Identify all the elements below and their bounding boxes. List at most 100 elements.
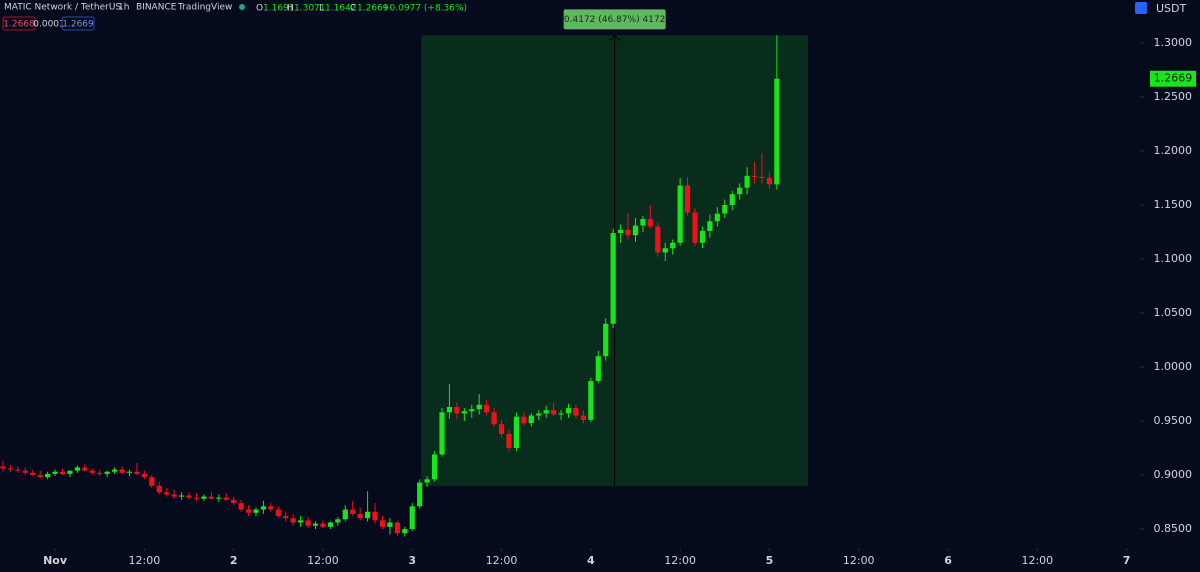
candle-body [625,229,631,236]
candle-body [595,356,601,382]
candle-body [335,519,341,523]
y-tick-label: 1.0000 [1154,360,1193,373]
candle-body [744,175,750,188]
x-tick-label: 12:00 [307,554,339,567]
candle-body [573,408,579,416]
ohlc-key: L [319,4,324,14]
candle-body [528,415,534,424]
x-tick-label: 12:00 [1021,554,1053,567]
change: +0.0977 (+8.36%) [382,4,467,14]
candle-body [97,472,103,474]
candle-body [387,522,393,527]
plot-area: 0.4172 (46.87%) 4172 [0,9,809,537]
symbol: MATIC Network / TetherUS [4,3,121,13]
candle-body [201,496,207,499]
candle-body [268,506,274,510]
candle-body [238,503,244,510]
candle-body [164,492,170,495]
candle-body [632,225,639,236]
y-tick-label: 0.9000 [1154,468,1193,481]
measure-label: 0.4172 (46.87%) 4172 [564,15,665,25]
candle-body [402,528,408,534]
y-tick-label: 1.1500 [1154,198,1193,211]
last-price: 1.2669 [1154,72,1193,85]
x-tick-label: 5 [766,554,774,567]
candle-body [670,242,676,249]
ohlc-key: O [256,4,263,14]
candle-body [409,506,415,529]
candle-body [469,409,475,412]
candle-body [565,408,572,414]
ohlc-value: 1.3071 [294,4,326,14]
x-tick-label: 4 [587,554,595,567]
candle-body [223,497,229,500]
candle-body [684,185,691,213]
ohlc-value: 1.1691 [263,4,295,14]
candle-body [290,518,296,523]
ohlc-key: H [287,4,294,14]
candle-body [141,473,147,478]
spread: 0.0001 [33,20,65,30]
ask-box[interactable] [61,16,95,31]
candle-body [491,412,497,425]
candle-body [751,175,758,177]
candle-body [350,509,356,514]
bid-box[interactable] [2,16,36,31]
candle-body [82,467,88,471]
currency[interactable]: USDT [1156,2,1187,15]
candle-body [484,404,490,413]
candle-body [640,219,646,226]
y-tick-label: 1.1000 [1154,252,1193,265]
y-tick-label: 0.9500 [1154,414,1193,427]
last-price-box [1150,70,1196,87]
candle-body [327,522,333,527]
candle-body [677,185,683,243]
candle-body [260,506,267,510]
interval[interactable]: 1h [118,3,129,13]
candle-body [766,177,773,185]
candle-body [7,468,14,470]
candle-body [647,219,653,227]
candle-body [580,415,586,420]
candle-body [446,406,453,413]
candle-body [431,454,438,480]
candle-body [707,221,713,231]
x-tick-label: 12:00 [486,554,518,567]
candle-body [89,470,95,473]
candle-body [312,523,319,526]
candle-body [662,248,668,253]
candle-body [588,381,594,420]
legend-header: MATIC Network / TetherUS 1h BINANCE Trad… [2,3,467,31]
candle-body [439,412,445,455]
candle-body [394,522,400,534]
candle-body [104,471,110,474]
ohlc-value: 1.2669 [357,4,389,14]
candle-body [275,509,281,517]
candle-body [498,424,505,434]
candle-body [558,413,564,415]
candle-body [305,520,311,526]
candle-body [253,509,259,513]
candle-body [126,471,133,473]
candle-body [149,477,155,486]
candle-body [342,509,348,520]
ohlc-key: C [350,4,356,14]
candle-body [134,471,140,474]
x-tick-label: 6 [944,554,952,567]
candle-body [454,406,460,414]
candle-body [208,496,214,499]
y-tick-label: 1.2000 [1154,144,1193,157]
x-tick-label: 12:00 [843,554,875,567]
candle-body [30,472,36,475]
candle-body [461,411,467,414]
candle-body [119,469,125,473]
ask: 1.2669 [62,20,94,30]
source: TradingView [177,3,232,13]
x-tick-label: 2 [230,554,238,567]
candle-body [536,413,542,416]
candle-body [729,194,735,205]
currency-icon[interactable] [1135,2,1147,14]
candle-body [513,416,520,448]
candle-body [372,511,378,521]
